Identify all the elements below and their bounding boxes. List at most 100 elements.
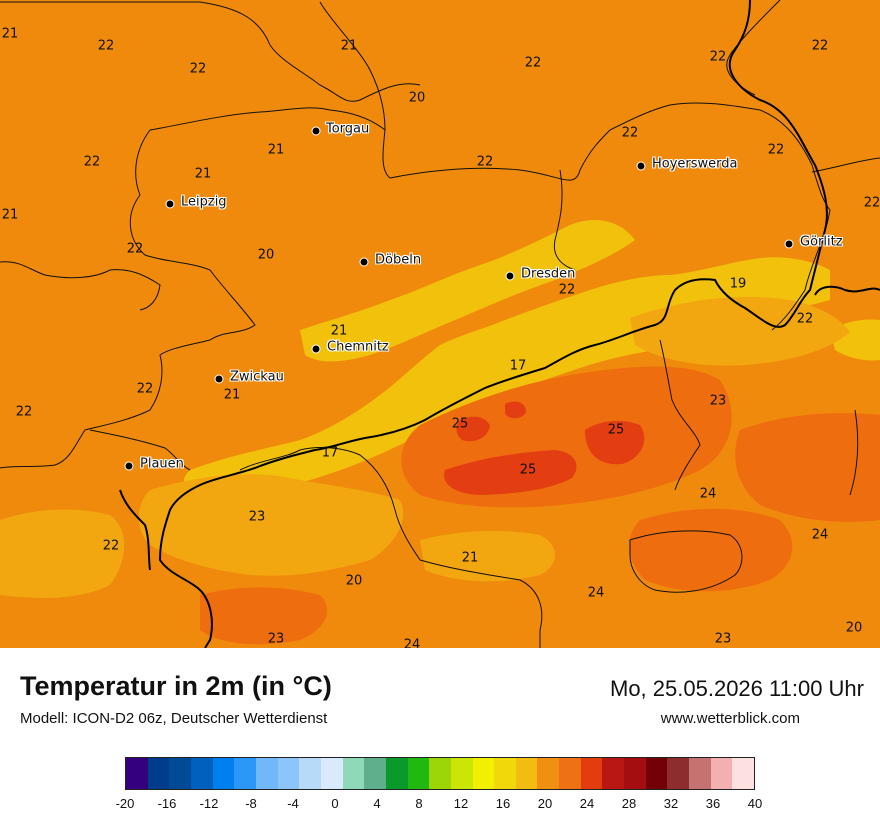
value-label: 22 bbox=[189, 61, 207, 77]
value-label: 21 bbox=[267, 142, 285, 158]
legend-tick-label: 36 bbox=[705, 796, 721, 811]
legend-swatch bbox=[494, 758, 516, 789]
value-label: 22 bbox=[709, 49, 727, 65]
value-label: 24 bbox=[811, 527, 829, 543]
legend-tick-label: 8 bbox=[415, 796, 423, 811]
legend-tick-label: -8 bbox=[245, 796, 257, 811]
value-label: 22 bbox=[796, 311, 814, 327]
value-label: 25 bbox=[519, 462, 537, 478]
legend-swatch bbox=[169, 758, 191, 789]
value-label: 22 bbox=[15, 404, 33, 420]
legend-tick-label: 4 bbox=[373, 796, 381, 811]
city-label-leipzig: Leipzig bbox=[181, 194, 227, 210]
value-label: 22 bbox=[126, 241, 144, 257]
value-label: 24 bbox=[699, 486, 717, 502]
legend-swatch bbox=[689, 758, 711, 789]
value-label: 23 bbox=[714, 631, 732, 647]
legend-swatch bbox=[126, 758, 148, 789]
legend-swatch bbox=[212, 758, 235, 789]
value-label: 25 bbox=[451, 416, 469, 432]
value-label: 20 bbox=[345, 573, 363, 589]
value-label: 21 bbox=[340, 38, 358, 54]
legend-swatch bbox=[385, 758, 408, 789]
value-label: 21 bbox=[1, 26, 19, 42]
legend-swatch bbox=[234, 758, 256, 789]
legend-swatch bbox=[537, 758, 560, 789]
legend-tick-label: 32 bbox=[663, 796, 679, 811]
temperature-field bbox=[0, 0, 880, 648]
legend-swatch bbox=[624, 758, 646, 789]
temperature-zone-19 bbox=[420, 530, 555, 582]
value-label: 22 bbox=[621, 125, 639, 141]
legend-swatch bbox=[667, 758, 690, 789]
legend-swatch bbox=[364, 758, 386, 789]
city-label-zwickau: Zwickau bbox=[230, 369, 284, 385]
legend-swatch bbox=[450, 758, 473, 789]
value-label: 21 bbox=[461, 550, 479, 566]
city-label-dresden: Dresden bbox=[521, 266, 576, 282]
temperature-zone-23 bbox=[735, 413, 880, 522]
value-label: 20 bbox=[845, 620, 863, 636]
temperature-zone-19 bbox=[138, 474, 404, 576]
temperature-zone-19 bbox=[0, 509, 125, 598]
legend-tick-label: 12 bbox=[453, 796, 469, 811]
temperature-zone-25 bbox=[585, 420, 645, 465]
value-label: 21 bbox=[194, 166, 212, 182]
temperature-zone-19 bbox=[630, 296, 850, 366]
city-marker bbox=[311, 344, 321, 354]
legend-swatch bbox=[277, 758, 300, 789]
value-label: 21 bbox=[1, 207, 19, 223]
value-label: 21 bbox=[223, 387, 241, 403]
legend-tick-label: -16 bbox=[157, 796, 177, 811]
state-border bbox=[158, 0, 828, 648]
value-label: 22 bbox=[558, 282, 576, 298]
legend-swatch bbox=[429, 758, 451, 789]
temperature-zone-23 bbox=[629, 508, 793, 592]
value-label: 22 bbox=[476, 154, 494, 170]
value-label: 17 bbox=[509, 358, 527, 374]
temperature-zone-25 bbox=[456, 416, 490, 442]
website-link[interactable]: www.wetterblick.com bbox=[660, 710, 800, 727]
legend-tick-label: -20 bbox=[115, 796, 135, 811]
legend-swatch bbox=[255, 758, 278, 789]
value-label: 23 bbox=[267, 631, 285, 647]
color-scale-legend bbox=[125, 757, 755, 790]
city-marker bbox=[359, 257, 369, 267]
legend-tick-label: 0 bbox=[331, 796, 339, 811]
legend-swatch bbox=[472, 758, 495, 789]
temperature-zone-25 bbox=[505, 401, 526, 419]
value-label: 22 bbox=[102, 538, 120, 554]
legend-tick-label: 20 bbox=[537, 796, 553, 811]
city-marker bbox=[311, 126, 321, 136]
value-label: 24 bbox=[403, 637, 421, 649]
legend-swatch bbox=[559, 758, 581, 789]
value-label: 22 bbox=[83, 154, 101, 170]
city-label-hoyerswerda: Hoyerswerda bbox=[652, 156, 738, 172]
value-label: 22 bbox=[97, 38, 115, 54]
temperature-zone-17 bbox=[300, 220, 635, 362]
city-marker bbox=[784, 239, 794, 249]
city-label-chemnitz: Chemnitz bbox=[327, 339, 389, 355]
forecast-datetime: Mo, 25.05.2026 11:00 Uhr bbox=[610, 676, 864, 701]
value-label: 23 bbox=[709, 393, 727, 409]
legend-swatch bbox=[732, 758, 755, 789]
value-label: 22 bbox=[767, 142, 785, 158]
state-border-west bbox=[119, 489, 151, 571]
state-border-east bbox=[814, 285, 880, 296]
legend-swatch bbox=[190, 758, 213, 789]
city-marker bbox=[214, 374, 224, 384]
city-marker bbox=[505, 271, 515, 281]
city-marker bbox=[124, 461, 134, 471]
legend-swatch bbox=[580, 758, 603, 789]
legend-tick-label: 24 bbox=[579, 796, 595, 811]
legend-swatch bbox=[602, 758, 625, 789]
city-label-torgau: Torgau bbox=[326, 121, 370, 137]
value-label: 24 bbox=[587, 585, 605, 601]
map-title: Temperatur in 2m (in °C) bbox=[20, 671, 332, 701]
legend-swatch bbox=[320, 758, 343, 789]
city-label-goerlitz: Görlitz bbox=[800, 234, 843, 250]
legend-swatch bbox=[645, 758, 668, 789]
temperature-zone-23 bbox=[200, 587, 328, 645]
legend-swatch bbox=[299, 758, 321, 789]
value-label: 23 bbox=[248, 509, 266, 525]
